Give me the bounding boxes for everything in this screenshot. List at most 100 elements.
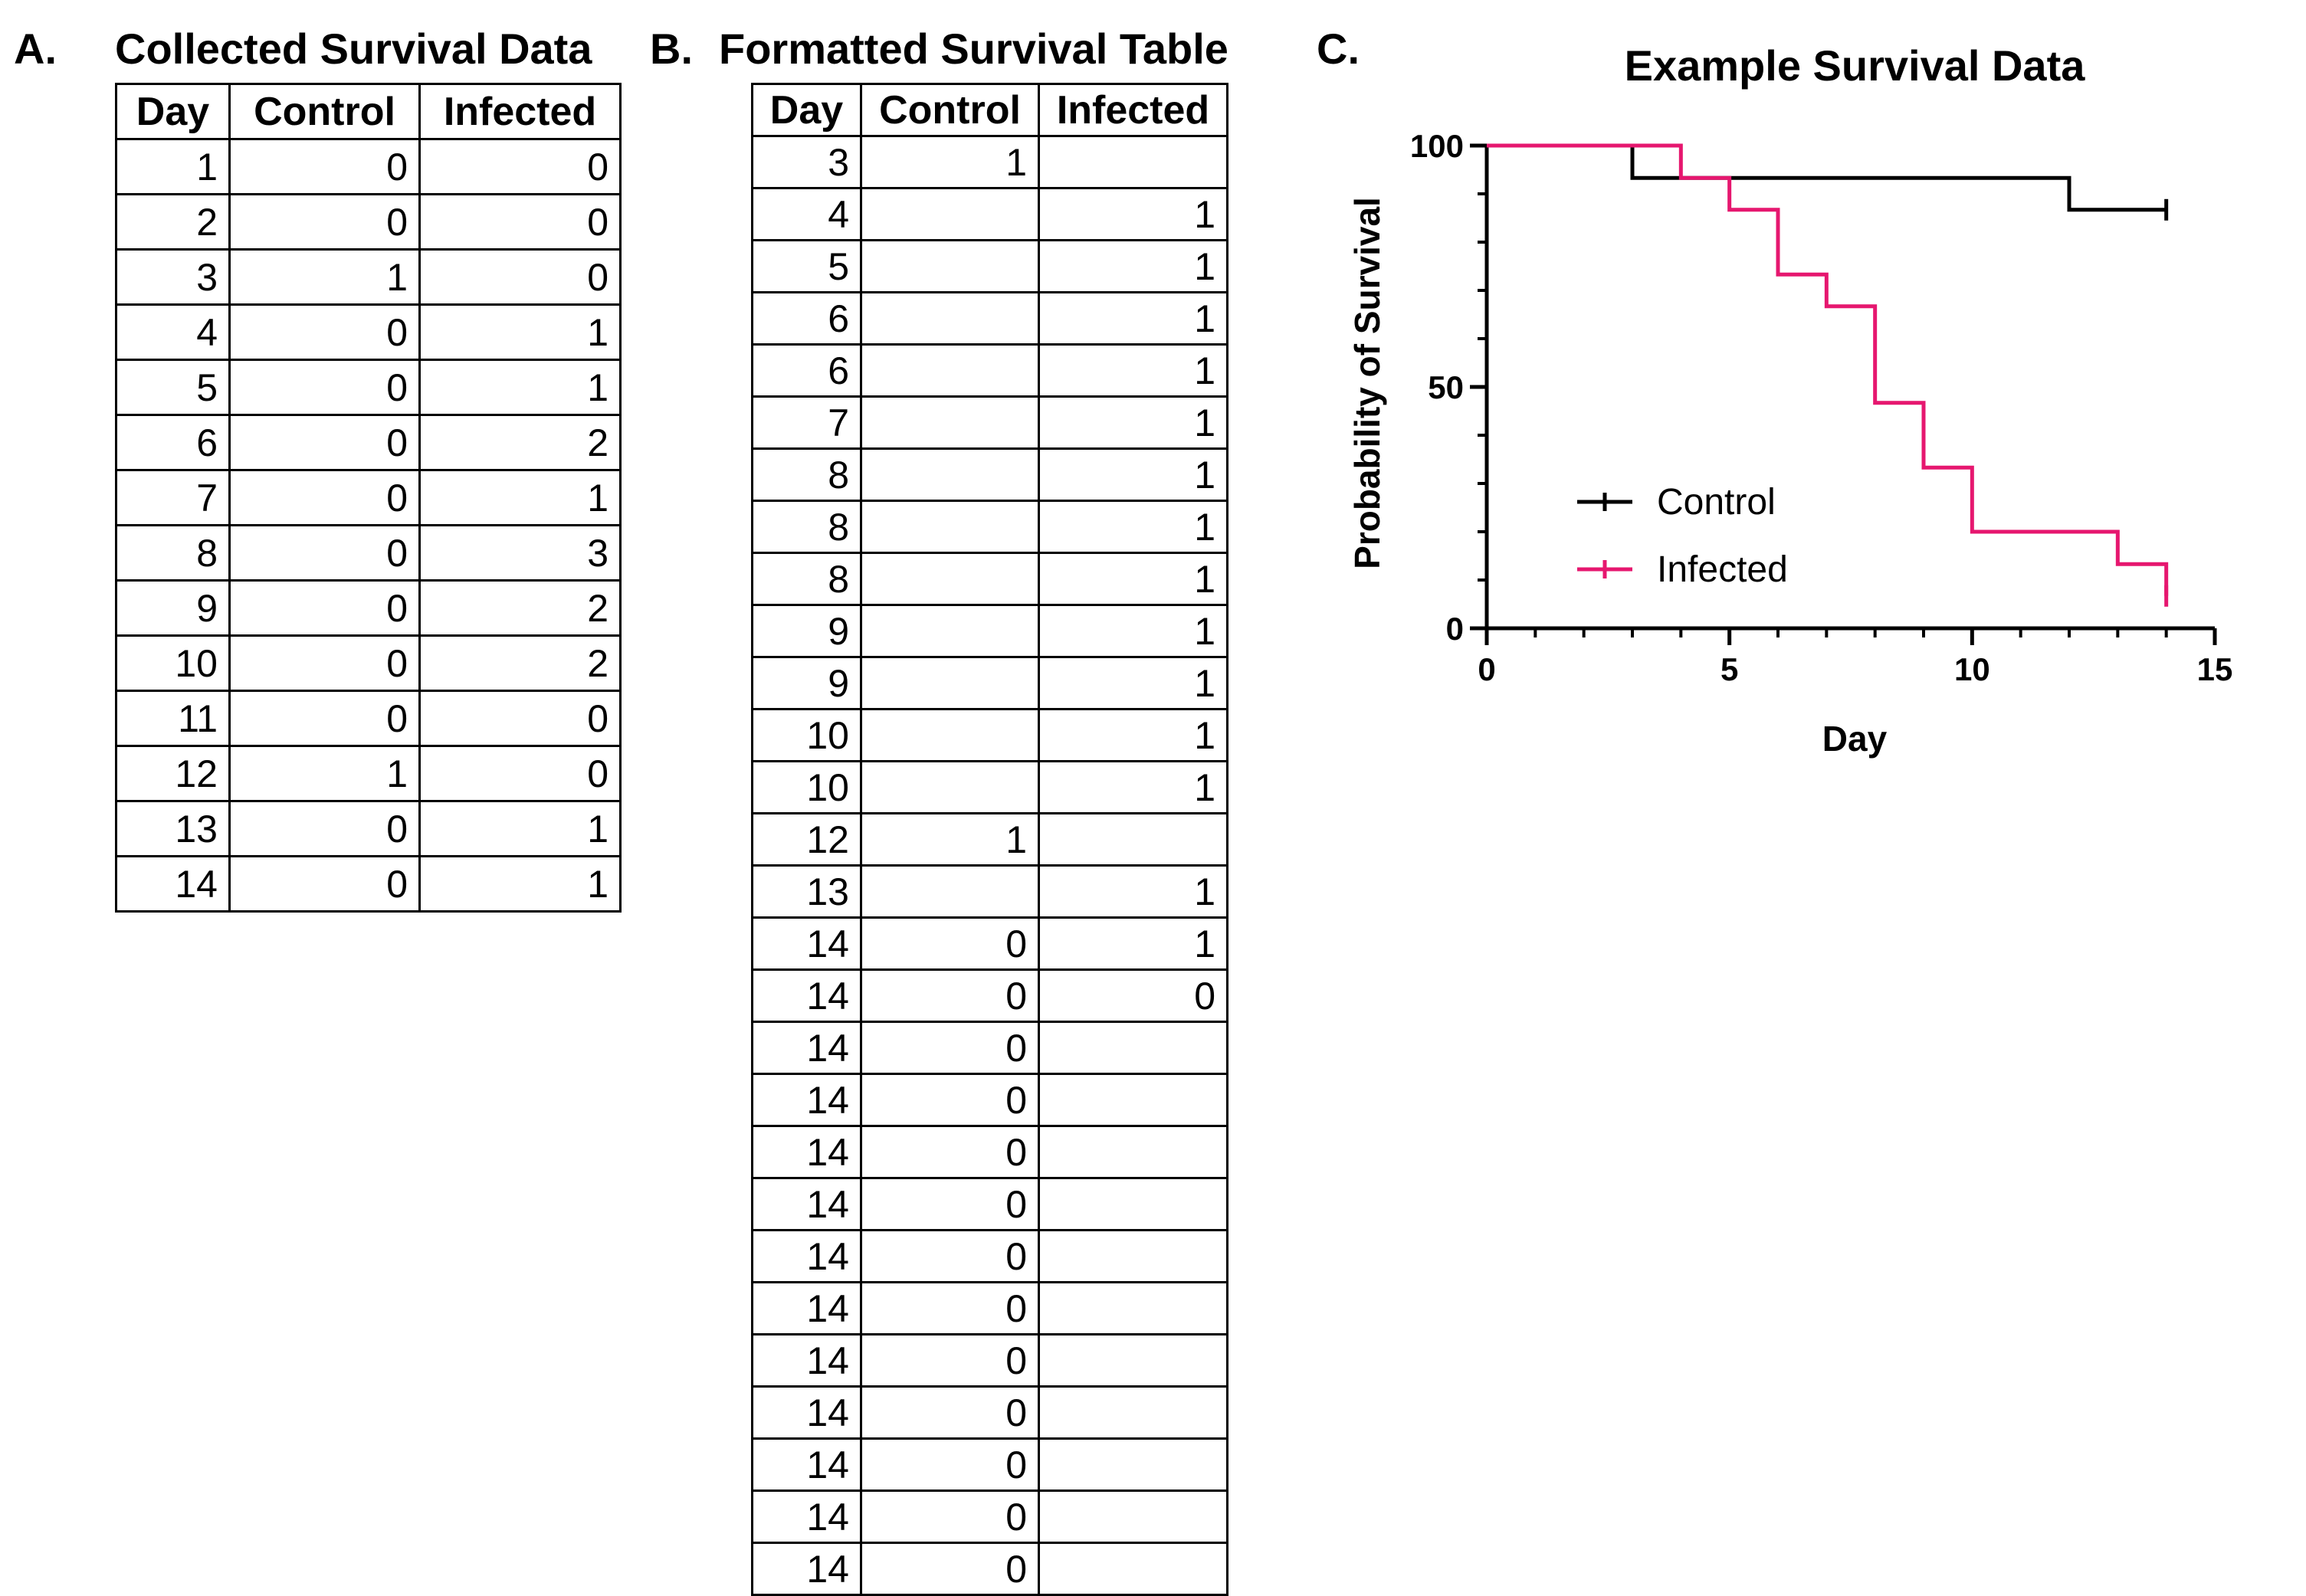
chart-series bbox=[1487, 143, 2169, 607]
table-cell-control: 0 bbox=[860, 1177, 1040, 1231]
table-cell-day: 14 bbox=[751, 1073, 862, 1127]
table-cell-control bbox=[860, 552, 1040, 606]
table-cell-infected bbox=[1038, 1437, 1228, 1492]
table-row: 14 0 0 bbox=[751, 968, 1228, 1023]
table-cell-day: 14 bbox=[751, 1437, 862, 1492]
x-tick-label: 15 bbox=[2197, 651, 2233, 687]
table-cell-day: 14 bbox=[751, 1281, 862, 1335]
table-cell-day: 14 bbox=[751, 1385, 862, 1440]
table-cell-control: 0 bbox=[228, 690, 421, 747]
table-cell-control: 0 bbox=[860, 1125, 1040, 1179]
table-cell-control bbox=[860, 187, 1040, 241]
table-cell-day: 14 bbox=[115, 855, 231, 913]
table-row: 14 0 1 bbox=[115, 855, 622, 913]
table-cell-infected: 0 bbox=[418, 690, 622, 747]
table-cell-control: 0 bbox=[860, 1437, 1040, 1492]
table-cell-day: 6 bbox=[751, 343, 862, 398]
table-cell-day: 5 bbox=[115, 359, 231, 416]
table-cell-day: 14 bbox=[751, 1021, 862, 1075]
table-cell-day: 1 bbox=[115, 138, 231, 195]
table-row: 14 0 bbox=[751, 1437, 1228, 1492]
y-axis-label: Probability of Survival bbox=[1347, 197, 1387, 569]
table-cell-infected bbox=[1038, 1385, 1228, 1440]
table-row: 14 0 bbox=[751, 1229, 1228, 1283]
legend-label: Control bbox=[1657, 482, 1776, 523]
table-cell-infected: 1 bbox=[418, 469, 622, 526]
table-cell-infected: 1 bbox=[418, 800, 622, 857]
table-cell-control: 0 bbox=[860, 1229, 1040, 1283]
table-cell-control: 0 bbox=[860, 916, 1040, 971]
table-cell-day: 14 bbox=[751, 1229, 862, 1283]
table-row: 13 1 bbox=[751, 864, 1228, 919]
chart-legend: Control Infected bbox=[1577, 482, 1788, 590]
table-cell-infected: 0 bbox=[418, 745, 622, 802]
table-cell-day: 11 bbox=[115, 690, 231, 747]
column-header-infected: Infected bbox=[418, 83, 622, 140]
table-row: 14 0 bbox=[751, 1177, 1228, 1231]
x-tick-label: 5 bbox=[1720, 651, 1738, 687]
table-cell-infected: 2 bbox=[418, 414, 622, 471]
table-cell-control: 0 bbox=[860, 1385, 1040, 1440]
table-cell-control bbox=[860, 343, 1040, 398]
table-cell-infected: 1 bbox=[1038, 187, 1228, 241]
table-cell-day: 4 bbox=[751, 187, 862, 241]
table-cell-infected bbox=[1038, 812, 1228, 867]
table-cell-infected: 1 bbox=[1038, 656, 1228, 710]
table-cell-day: 14 bbox=[751, 968, 862, 1023]
table-cell-infected: 0 bbox=[418, 248, 622, 306]
table-cell-control bbox=[860, 656, 1040, 710]
table-cell-control bbox=[860, 291, 1040, 346]
table-cell-infected: 1 bbox=[1038, 500, 1228, 554]
table-cell-infected: 1 bbox=[1038, 708, 1228, 762]
table-cell-control: 0 bbox=[228, 524, 421, 582]
table-cell-infected: 1 bbox=[1038, 916, 1228, 971]
table-cell-infected: 1 bbox=[1038, 239, 1228, 293]
table-cell-control: 0 bbox=[860, 968, 1040, 1023]
table-cell-day: 14 bbox=[751, 1333, 862, 1388]
table-row: 14 0 bbox=[751, 1385, 1228, 1440]
table-cell-day: 10 bbox=[751, 708, 862, 762]
table-cell-infected bbox=[1038, 135, 1228, 189]
table-cell-day: 7 bbox=[115, 469, 231, 526]
table-cell-day: 6 bbox=[115, 414, 231, 471]
table-cell-day: 2 bbox=[115, 193, 231, 251]
table-cell-control: 0 bbox=[228, 138, 421, 195]
table-cell-day: 13 bbox=[751, 864, 862, 919]
table-cell-infected bbox=[1038, 1281, 1228, 1335]
table-cell-day: 3 bbox=[115, 248, 231, 306]
table-cell-control: 0 bbox=[228, 579, 421, 637]
table-cell-day: 12 bbox=[751, 812, 862, 867]
table-cell-day: 6 bbox=[751, 291, 862, 346]
x-axis-label: Day bbox=[1822, 719, 1888, 759]
table-cell-day: 8 bbox=[751, 552, 862, 606]
table-cell-control: 1 bbox=[860, 812, 1040, 867]
table-row: 12 1 0 bbox=[115, 745, 622, 802]
table-cell-control: 0 bbox=[228, 359, 421, 416]
table-cell-day: 14 bbox=[751, 1489, 862, 1544]
table-cell-day: 9 bbox=[751, 604, 862, 658]
table-cell-control: 0 bbox=[228, 414, 421, 471]
table-row: 10 0 2 bbox=[115, 634, 622, 692]
panel-b-title: Formatted Survival Table bbox=[719, 25, 1228, 73]
table-row: 12 1 bbox=[751, 812, 1228, 867]
table-cell-control: 0 bbox=[228, 193, 421, 251]
table-cell-infected: 1 bbox=[1038, 291, 1228, 346]
series-line-infected bbox=[1487, 143, 2169, 596]
table-cell-day: 14 bbox=[751, 916, 862, 971]
table-cell-infected: 1 bbox=[1038, 604, 1228, 658]
